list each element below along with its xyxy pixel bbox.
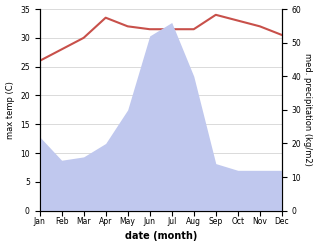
X-axis label: date (month): date (month) bbox=[125, 231, 197, 242]
Y-axis label: med. precipitation (kg/m2): med. precipitation (kg/m2) bbox=[303, 53, 313, 166]
Y-axis label: max temp (C): max temp (C) bbox=[5, 81, 15, 139]
